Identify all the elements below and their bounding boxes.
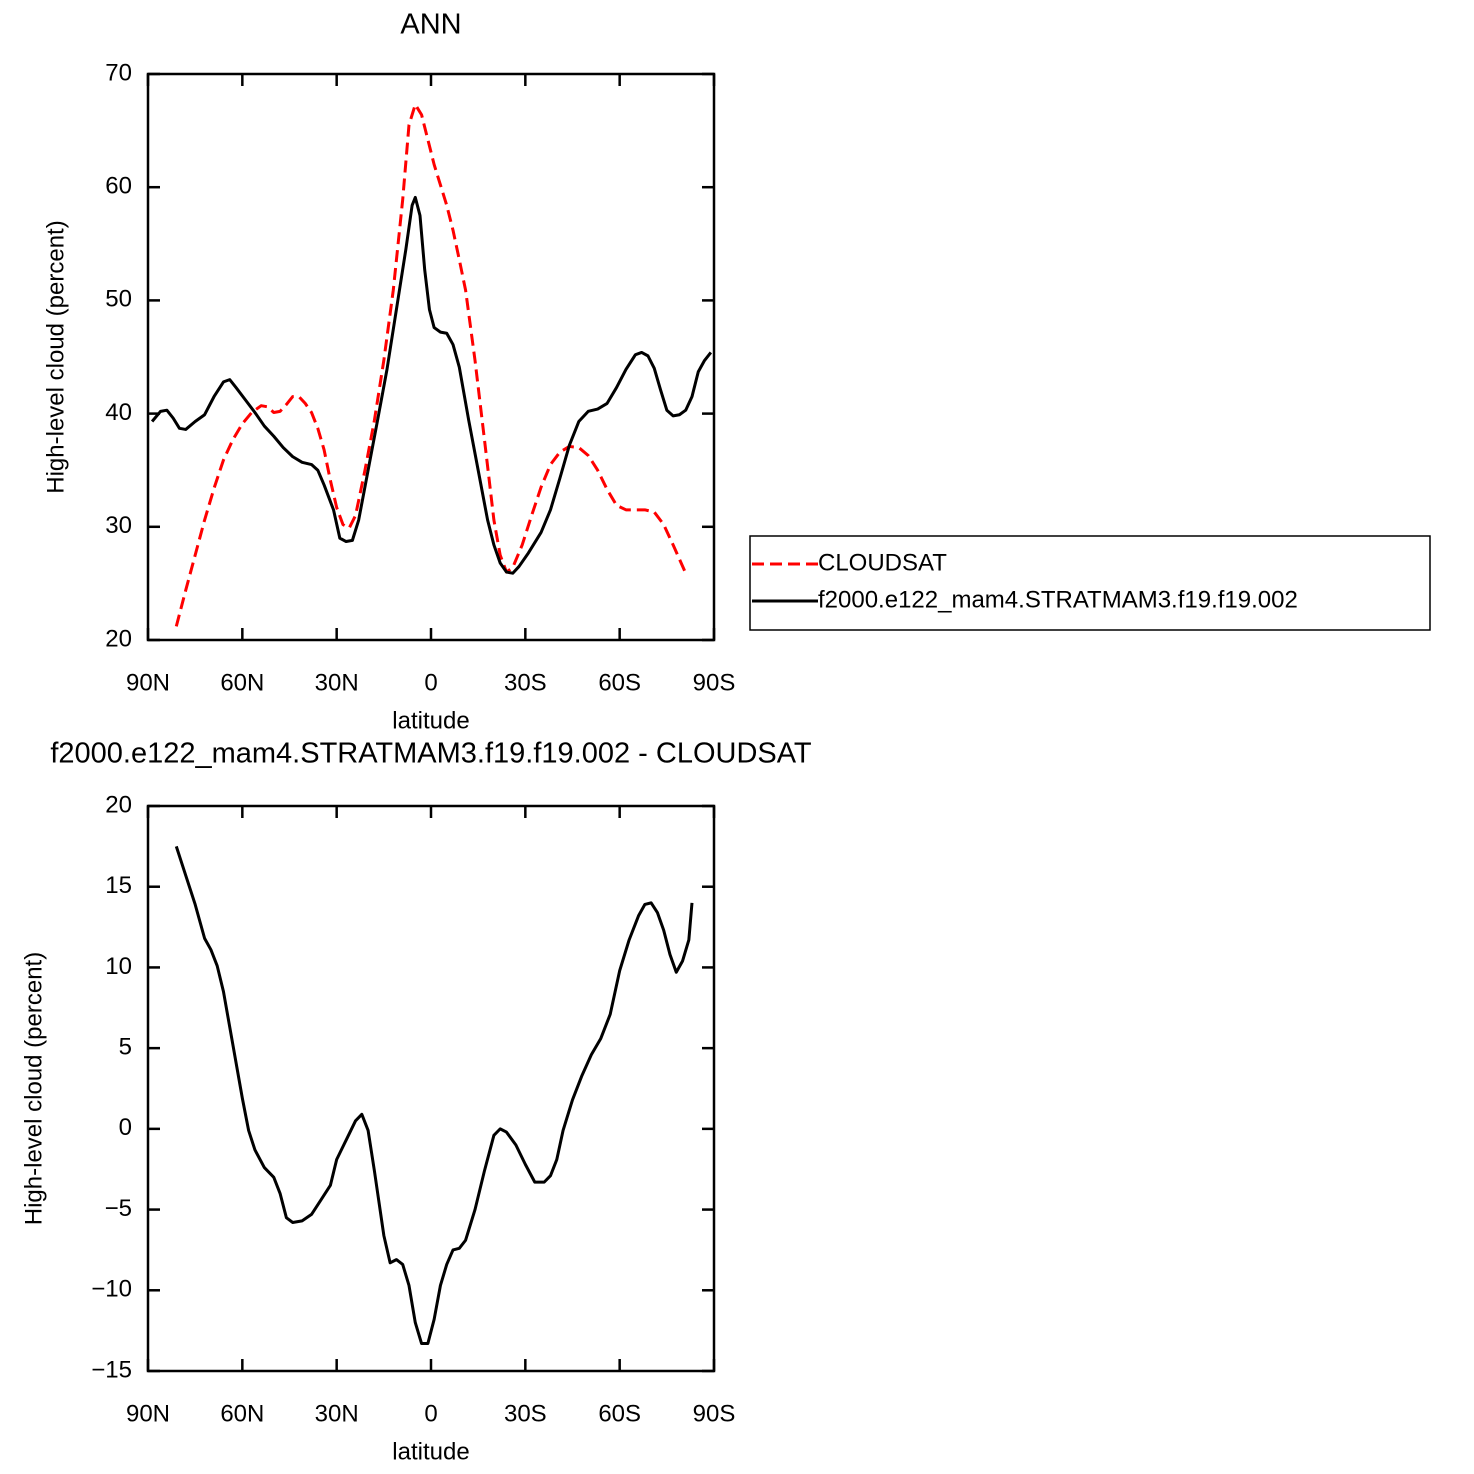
y-tick-label: 5 [119,1033,132,1060]
x-tick-label: 90N [126,669,170,696]
y-tick-label: 60 [105,173,132,200]
x-tick-label: 60S [598,1400,641,1427]
x-tick-label: 0 [424,669,437,696]
y-tick-label: 70 [105,59,132,86]
legend: CLOUDSAT f2000.e122_mam4.STRATMAM3.f19.f1… [749,535,1431,631]
plot-area [150,103,713,627]
x-axis-label: latitude [392,707,469,734]
x-tick-label: 0 [424,1400,437,1427]
y-tick-label: 15 [105,872,132,899]
y-axis-label: High-level cloud (percent) [20,952,47,1225]
x-tick-label: 90S [693,669,736,696]
y-tick-label: 50 [105,286,132,313]
y-tick-label: 0 [119,1114,132,1141]
y-tick-label: −5 [105,1195,132,1222]
y-tick-label: 10 [105,953,132,980]
x-tick-label: 60S [598,669,641,696]
y-tick-label: 40 [105,399,132,426]
chart-title: ANN [400,9,461,41]
y-tick-label: 30 [105,512,132,539]
x-tick-label: 30S [504,669,547,696]
legend-label: CLOUDSAT [818,549,947,576]
y-tick-label: −10 [91,1276,132,1303]
x-axis-label: latitude [392,1438,469,1465]
x-tick-label: 90S [693,1400,736,1427]
x-tick-label: 30N [315,669,359,696]
y-tick-label: 20 [105,625,132,652]
x-tick-label: 60N [220,1400,264,1427]
chart-title: f2000.e122_mam4.STRATMAM3.f19.f19.002 - … [50,738,812,770]
y-axis-label: High-level cloud (percent) [42,220,69,493]
panel: ANN latitude High-level cloud (percent) 90N… [42,9,1431,734]
x-tick-label: 30S [504,1400,547,1427]
data-line [174,103,688,627]
legend-box [749,535,1431,631]
plot-area [174,845,694,1346]
x-tick-label: 60N [220,669,264,696]
plot-frame [146,72,716,642]
x-tick-label: 90N [126,1400,170,1427]
legend-label: f2000.e122_mam4.STRATMAM3.f19.f19.002 [818,586,1298,613]
y-tick-label: 20 [105,791,132,818]
panel: f2000.e122_mam4.STRATMAM3.f19.f19.002 - … [20,738,812,1466]
x-tick-label: 30N [315,1400,359,1427]
plot-frame [146,804,716,1373]
y-tick-label: −15 [91,1356,132,1383]
data-line [150,195,713,575]
data-line [174,845,694,1346]
